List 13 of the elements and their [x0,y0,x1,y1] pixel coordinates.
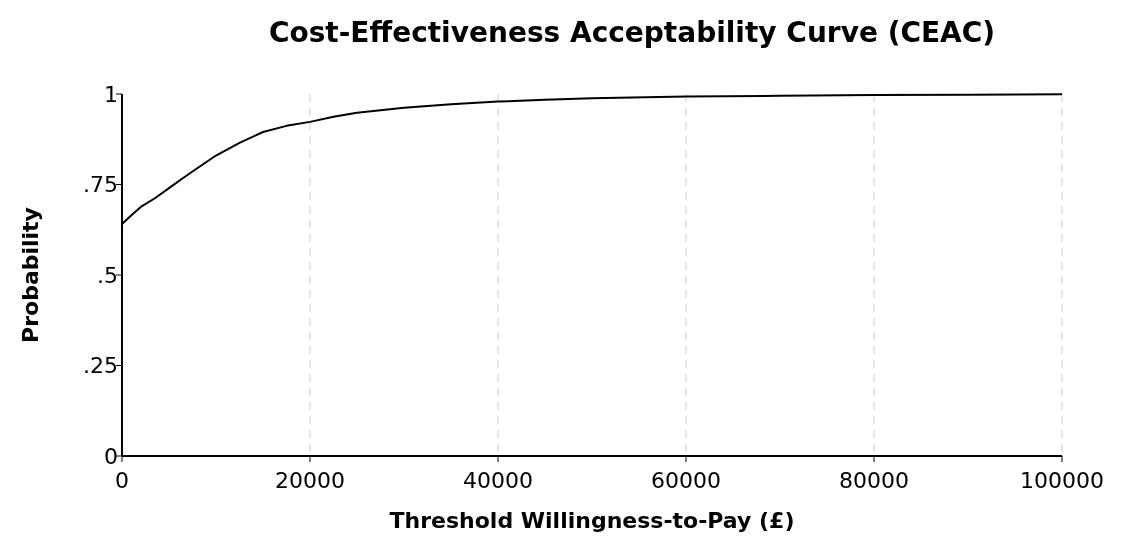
x-tick-label: 40000 [463,468,533,493]
y-tick-label: .75 [83,172,118,198]
y-tick-label: .5 [97,262,118,288]
y-tick-label: 1 [104,81,118,107]
chart-title: Cost-Effectiveness Acceptability Curve (CEAC) [268,16,996,49]
x-tick-label: 100000 [1020,468,1104,493]
y-axis-title: Probability [18,207,43,343]
x-tick-label: 80000 [839,468,909,493]
x-axis-title: Threshold Willingness-to-Pay (£) [389,508,795,533]
y-tick-label: 0 [104,443,118,469]
x-tick-label: 60000 [651,468,721,493]
x-tick-label: 20000 [275,468,345,493]
y-tick-label: .25 [83,353,118,379]
